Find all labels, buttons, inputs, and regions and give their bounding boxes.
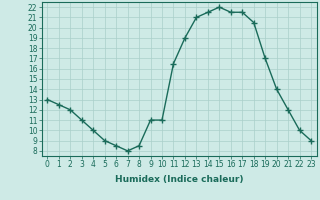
X-axis label: Humidex (Indice chaleur): Humidex (Indice chaleur) — [115, 175, 244, 184]
